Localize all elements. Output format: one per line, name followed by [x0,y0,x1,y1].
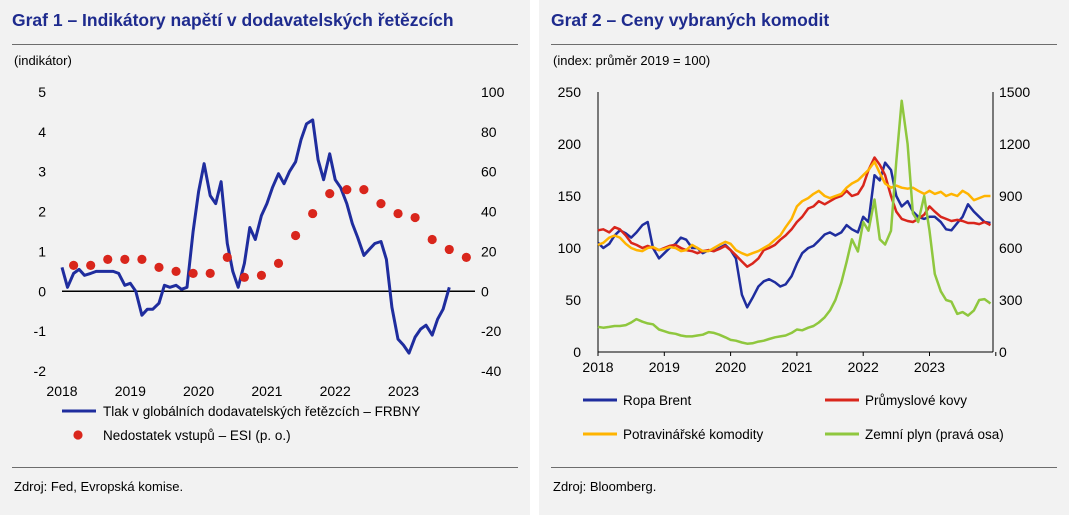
chart-2-source: Zdroj: Bloomberg. [553,479,657,494]
chart-1-plot: 5 4 3 2 1 0 -1 -2 100 80 60 40 20 0 -20 -40 2018 2019 2020… [34,84,505,443]
chart-1-series-1-point [103,254,113,264]
chart-1-series-1-point [86,260,96,270]
chart-1-y-left-tick: 4 [38,124,46,140]
chart-1-y-right-tick: 80 [481,124,497,140]
chart-1-series-1-point [342,185,352,195]
chart-1-series-1-point [410,212,420,223]
chart-2-series-0-line [597,161,991,309]
chart-1-y-left-tick: -1 [34,323,47,339]
chart-1-y-left-tick: 3 [38,164,46,180]
chart-2-legend-label: Ropa Brent [623,393,692,408]
chart-1-title: Graf 1 – Indikátory napětí v dodavatelsk… [12,10,454,30]
chart-1-series-1-point [239,272,249,282]
chart-1-y-right-tick: -40 [481,363,501,379]
chart-panel-2: Graf 2 – Ceny vybraných komodit (index: … [539,0,1069,515]
chart-2-x-tick-label: 2018 [582,359,613,375]
chart-1-y-right-tick: 40 [481,204,497,220]
chart-2-bottom-rule [551,467,1057,468]
chart-2-x-tick-label: 2020 [715,359,746,375]
chart-1-series-1-point [205,268,215,278]
chart-1-series-1-point [427,234,437,245]
chart-1-y-right-tick: -20 [481,323,501,339]
chart-1-y-left-tick: 2 [38,204,46,220]
chart-1-series-1-point [188,268,198,278]
chart-1-y-left-tick: -2 [34,363,47,379]
chart-1-series-1-point [69,260,79,270]
chart-1-y-right-tick: 100 [481,84,505,100]
chart-2-legend-label: Potravinářské komodity [623,427,764,442]
chart-1-x-tick-label: 2021 [251,383,282,399]
chart-2-y-right-tick: 1500 [999,84,1030,100]
chart-2-legend-label: Průmyslové kovy [865,393,967,408]
chart-1-y-left-tick: 0 [38,283,46,299]
chart-1-y-left-tick: 5 [38,84,46,100]
chart-2-y-right-tick: 0 [999,344,1007,360]
chart-2-x-tick-label: 2022 [848,359,879,375]
chart-1-series-1-point [290,230,301,241]
chart-1-series-1-point [273,258,284,268]
chart-1-bottom-rule [12,467,518,468]
chart-2-x-tick-label: 2019 [649,359,680,375]
chart-1-y-right-tick: 60 [481,164,497,180]
chart-1-x-tick-label: 2023 [388,383,419,399]
chart-2-y-right-tick: 900 [999,188,1023,204]
chart-1-legend-label: Nedostatek vstupů – ESI (p. o.) [103,428,291,443]
chart-2-y-left-tick: 150 [558,188,582,204]
chart-1-series-1-point [256,270,267,280]
chart-1-series-1-point [154,262,164,272]
chart-1-x-tick-label: 2019 [115,383,146,399]
chart-1-series-1-point [444,244,454,255]
chart-1-legend-marker [73,430,83,440]
chart-1-y-right-tick: 0 [481,283,489,299]
chart-2-y-right-tick: 1200 [999,136,1030,152]
chart-1-x-tick-label: 2022 [320,383,351,399]
chart-2-x-tick-label: 2023 [914,359,945,375]
chart-1-series-1-point [308,208,318,219]
chart-panel-1: Graf 1 – Indikátory napětí v dodavatelsk… [0,0,530,515]
chart-2-x-tick-label: 2021 [781,359,812,375]
chart-2-unit-label: (index: průměr 2019 = 100) [553,53,711,68]
chart-2-title: Graf 2 – Ceny vybraných komodit [551,10,830,30]
chart-2-series-2-line [597,160,991,257]
chart-1-series-0-line [60,118,451,355]
chart-2-top-rule [551,44,1057,45]
chart-1-series-1-point [376,199,386,209]
chart-2-y-right-tick: 600 [999,240,1023,256]
chart-1-y-right-tick: 20 [481,243,497,259]
chart-2-y-left-tick: 50 [565,292,581,308]
chart-1-series-1-point [461,252,471,263]
chart-1-top-rule [12,44,518,45]
chart-1-legend-label: Tlak v globálních dodavatelských řetězcí… [103,404,420,419]
chart-2-y-left-tick: 200 [558,136,582,152]
chart-2-y-left-tick: 0 [573,344,581,360]
chart-1-y-left-tick: 1 [38,243,46,259]
chart-2-legend-label: Zemní plyn (pravá osa) [865,427,1004,442]
chart-1-series-1-point [359,185,369,195]
chart-1-series-1-point [222,252,232,263]
chart-1-series-1-point [325,189,335,199]
chart-2-y-left-tick: 250 [558,84,582,100]
chart-1-source: Zdroj: Fed, Evropská komise. [14,479,184,494]
chart-2-series-3-line [597,99,992,345]
chart-1-series-1-point [171,266,181,276]
chart-1-x-tick-label: 2018 [46,383,77,399]
chart-1-series-1-point [120,254,130,264]
chart-1-unit-label: (indikátor) [14,53,72,68]
chart-1-x-tick-label: 2020 [183,383,214,399]
chart-1-series-1-point [393,208,403,219]
chart-2-y-right-tick: 300 [999,292,1023,308]
chart-2-y-left-tick: 100 [558,240,582,256]
chart-1-series-1-point [137,254,147,264]
